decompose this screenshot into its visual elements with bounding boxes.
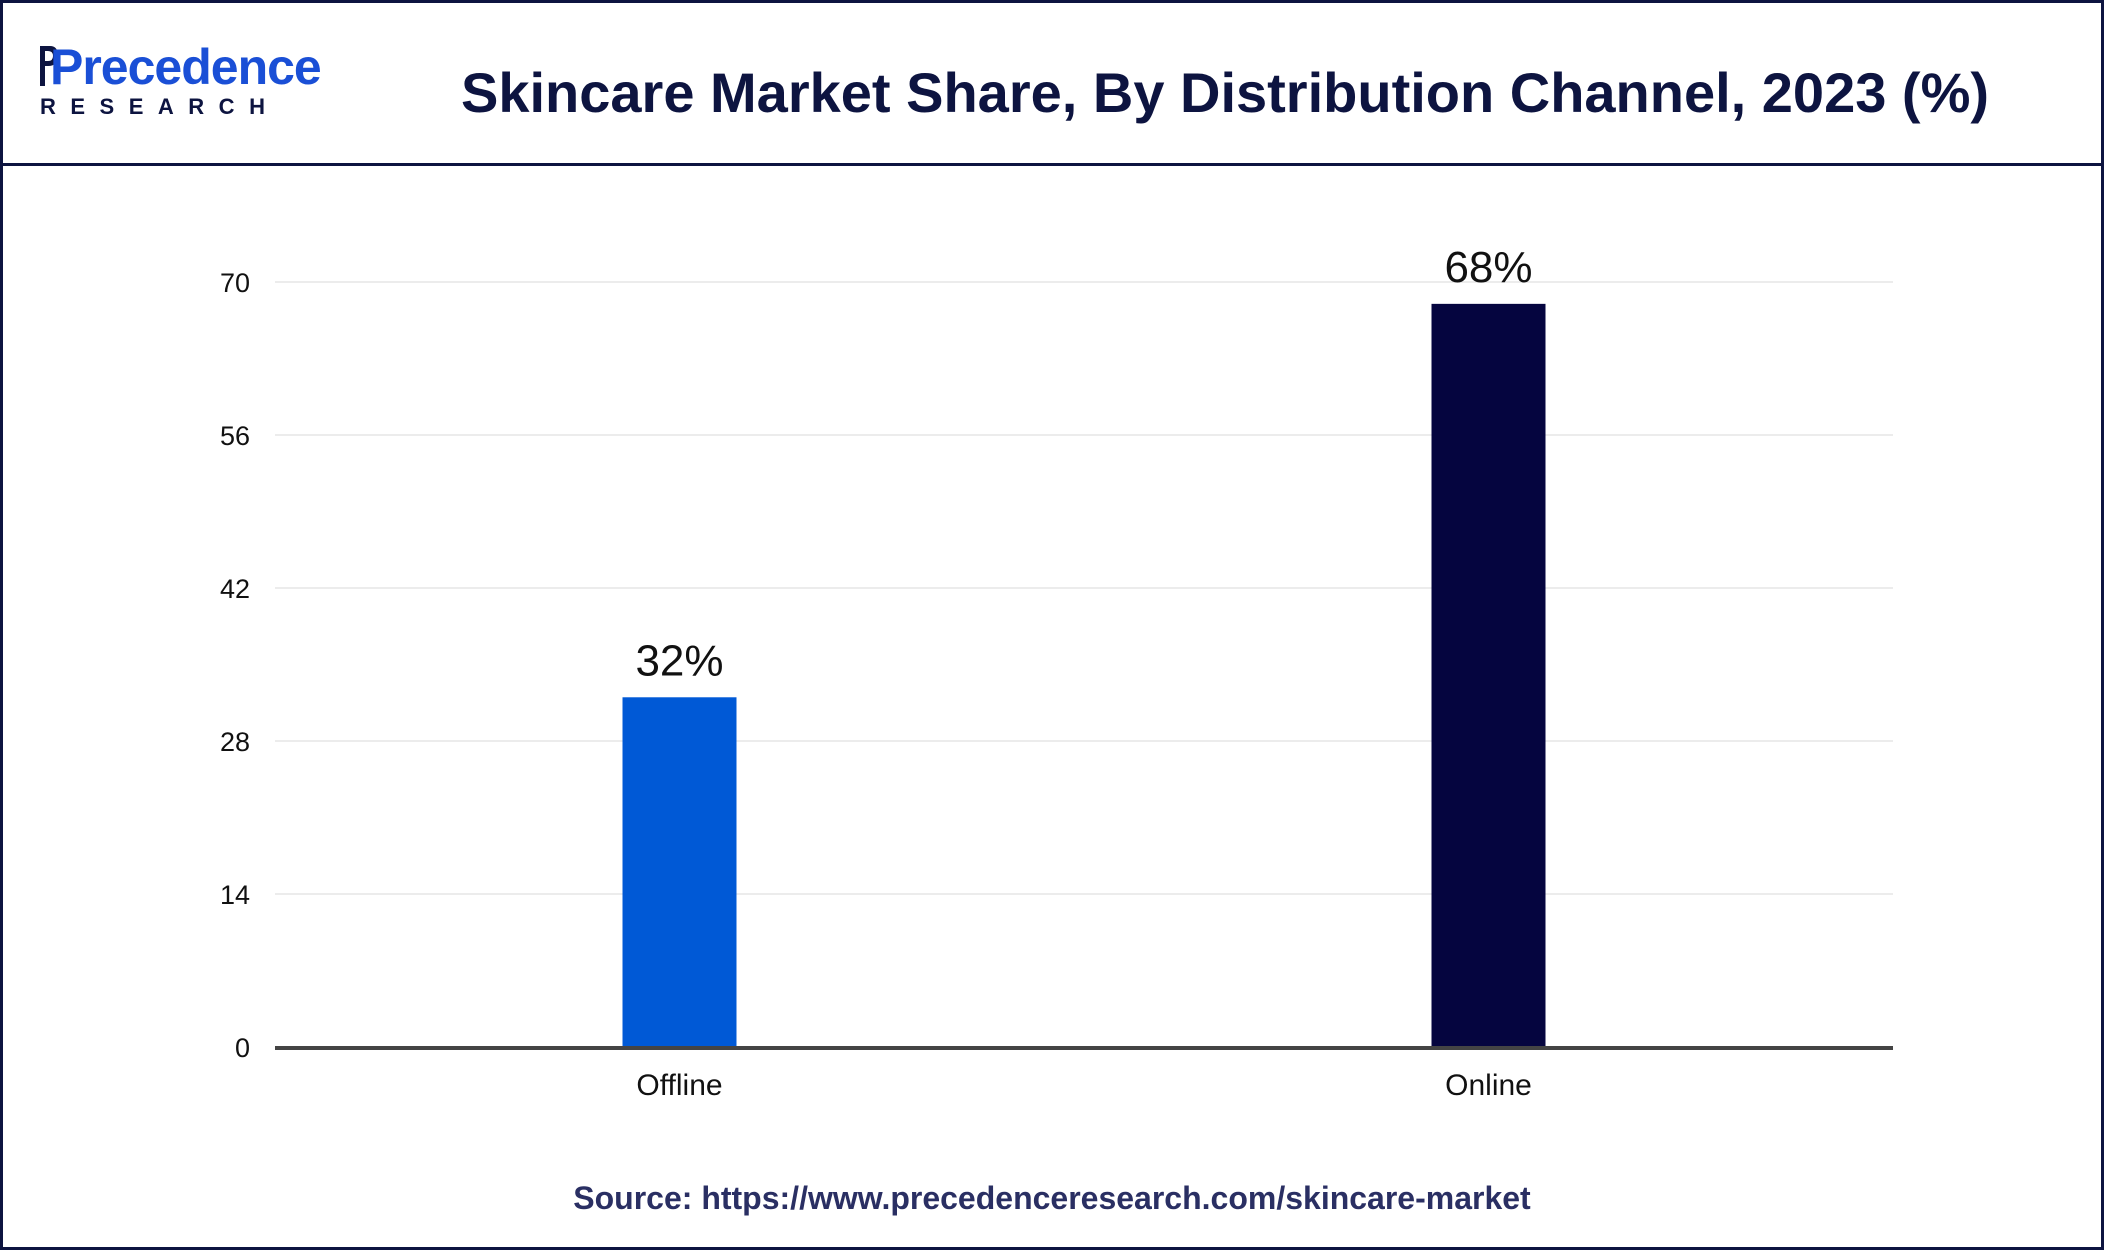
logo-mark-icon [40, 46, 58, 86]
y-tick-label: 42 [220, 574, 250, 604]
value-labels: 32% 68% [635, 243, 1532, 685]
source-note: Source: https://www.precedenceresearch.c… [573, 1180, 1531, 1216]
x-axis-categories: Offline Online [636, 1069, 1531, 1102]
y-tick-label: 0 [235, 1033, 250, 1063]
y-tick-label: 14 [220, 880, 250, 910]
brand-logo: Precedence RESEARCH [36, 38, 336, 128]
y-tick-label: 70 [220, 268, 250, 298]
value-label-offline: 32% [635, 636, 723, 685]
value-label-online: 68% [1444, 243, 1532, 292]
grid-lines [275, 281, 1893, 895]
y-tick-label: 56 [220, 421, 250, 451]
bar-offline [622, 697, 737, 1047]
header-bar: Precedence RESEARCH Skincare Market Shar… [0, 0, 2104, 166]
logo-subtitle: RESEARCH [40, 94, 280, 119]
bar-online [1431, 303, 1546, 1047]
y-tick-label: 28 [220, 727, 250, 757]
bar-series [622, 303, 1546, 1047]
category-label-offline: Offline [636, 1069, 722, 1102]
category-label-online: Online [1445, 1069, 1532, 1102]
y-axis-ticks: 0 14 28 42 56 70 [220, 268, 250, 1063]
chart-title: Skincare Market Share, By Distribution C… [460, 61, 1990, 124]
logo-wordmark: Precedence [50, 39, 322, 95]
